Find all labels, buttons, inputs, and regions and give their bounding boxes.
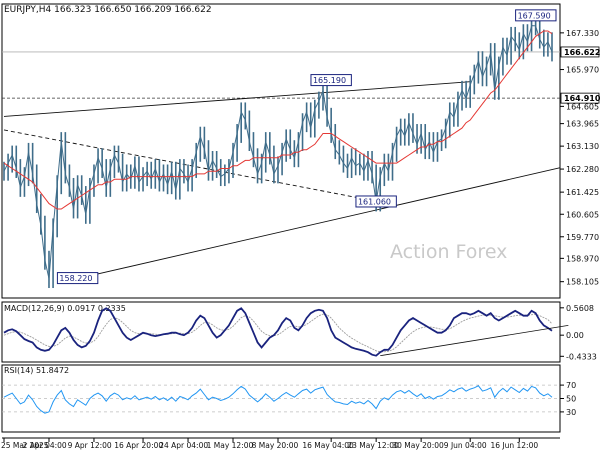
- price-annotation-label: 161.060: [358, 197, 391, 206]
- rsi-header: RSI(14) 51.8472: [4, 366, 69, 375]
- time-tick-label: 9 Apr 12:00: [68, 441, 112, 450]
- current-price-tag-box: [560, 46, 600, 58]
- macd-line: [3, 307, 553, 357]
- macd-tick-label: -0.4333: [566, 352, 597, 361]
- time-tick-label: 30 May 20:00: [392, 441, 444, 450]
- price-tick-label: 163.130: [566, 142, 599, 151]
- macd-panel: [3, 307, 569, 357]
- rsi-panel: [2, 384, 560, 414]
- time-tick-label: 16 Apr 20:00: [114, 441, 163, 450]
- price-annotation-label: 165.190: [313, 76, 346, 85]
- level-price-tag-box: [560, 92, 600, 104]
- price-annotation-box: [515, 9, 557, 22]
- rsi-tick-label: 30: [566, 408, 576, 417]
- time-tick-label: 9 Jun 04:00: [444, 441, 487, 450]
- time-tick-label: 23 May 12:00: [347, 441, 399, 450]
- macd-trendline: [380, 325, 569, 357]
- price-annotation-box: [310, 74, 352, 87]
- trendline: [77, 167, 561, 280]
- time-tick-label: 2 Apr 04:00: [23, 441, 67, 450]
- macd-tick-label: 0.5608: [566, 304, 594, 313]
- time-tick-label: 25 Mar 2025: [1, 441, 49, 450]
- watermark: Action Forex: [390, 241, 507, 263]
- price-annotation-box: [355, 195, 397, 208]
- level-price-tag: 164.910: [564, 94, 600, 103]
- panel-frame: [1, 3, 561, 299]
- price-tick-label: 167.330: [566, 29, 599, 38]
- price-tick-label: 162.280: [566, 165, 599, 174]
- moving-average-line: [3, 30, 553, 210]
- rsi-tick-label: 50: [566, 395, 576, 404]
- price-panel: 167.590 165.190 161.060 158.220: [2, 9, 561, 289]
- price-tick-label: 160.605: [566, 210, 599, 219]
- price-tick-label: 158.105: [566, 278, 599, 287]
- price-line: [3, 25, 553, 279]
- price-annotation-label: 167.590: [518, 11, 551, 20]
- rsi-tick-label: 70: [566, 381, 576, 390]
- macd-header: MACD(12,26,9) 0.0917 0.2335: [4, 304, 126, 313]
- price-tick-label: 159.770: [566, 233, 599, 242]
- panel-frame: [1, 301, 561, 363]
- price-tick-label: 165.970: [566, 66, 599, 75]
- current-price-tag: 166.622: [564, 48, 600, 57]
- price-tick-label: 164.605: [566, 102, 599, 111]
- trendline: [3, 81, 471, 117]
- price-annotation-box: [56, 272, 99, 285]
- price-tick-label: 158.970: [566, 254, 599, 263]
- axis-layer: 167.330 165.970 164.605 163.965 163.130 162.2…: [1, 29, 600, 450]
- macd-signal-line: [3, 313, 553, 353]
- time-tick-label: 24 Apr 04:00: [159, 441, 208, 450]
- time-tick-label: 16 May 04:00: [302, 441, 354, 450]
- time-tick-label: 1 May 12:00: [207, 441, 254, 450]
- rsi-line: [3, 385, 553, 414]
- time-tick-label: 8 May 20:00: [252, 441, 299, 450]
- main-header: EURJPY,H4 166.323 166.650 166.209 166.62…: [4, 5, 212, 15]
- price-annotation-label: 158.220: [59, 274, 92, 283]
- time-tick-label: 16 Jun 12:00: [490, 441, 538, 450]
- macd-tick-label: 0.00: [566, 331, 584, 340]
- price-tick-label: 161.425: [566, 188, 599, 197]
- price-tick-label: 163.965: [566, 120, 599, 129]
